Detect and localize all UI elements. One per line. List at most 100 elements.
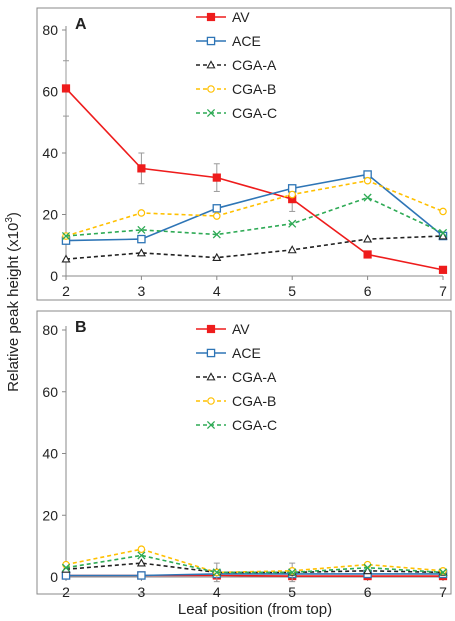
legend-label: AV xyxy=(232,9,250,25)
data-point xyxy=(137,225,146,234)
x-tick-label: 3 xyxy=(138,283,146,299)
y-tick-label: 60 xyxy=(42,384,58,400)
x-tick-label: 2 xyxy=(62,283,70,299)
series-cga-a xyxy=(61,231,448,263)
legend-marker xyxy=(207,85,215,93)
data-point xyxy=(363,176,372,185)
x-tick-label: 4 xyxy=(213,283,221,299)
series-av xyxy=(61,60,448,274)
legend-marker xyxy=(206,36,216,46)
x-tick-label: 5 xyxy=(288,584,296,600)
chart-panel: 0 20 40 60 80 2 3 4 5 6 7 B AV ACE CGA-A CGA-B CGA-C xyxy=(36,310,452,600)
data-point xyxy=(136,248,146,257)
x-tick-label: 3 xyxy=(138,584,146,600)
data-point xyxy=(363,563,372,572)
data-point xyxy=(137,209,146,217)
data-point xyxy=(212,568,221,577)
legend-marker xyxy=(206,372,216,381)
legend-marker xyxy=(207,397,215,405)
panel-frame xyxy=(36,7,452,301)
data-point xyxy=(61,231,71,241)
legend-label: AV xyxy=(232,321,250,337)
y-tick-label: 0 xyxy=(50,268,58,284)
legend-marker xyxy=(206,60,216,69)
legend-label: CGA-B xyxy=(232,81,276,97)
data-point xyxy=(438,568,448,577)
legend-marker xyxy=(206,12,216,22)
legend-marker xyxy=(206,348,216,358)
data-point xyxy=(213,212,221,220)
y-axis-title: Relative peak height (x103) xyxy=(4,212,22,392)
panel-frame xyxy=(36,310,452,595)
legend-marker xyxy=(206,108,216,118)
data-point xyxy=(61,571,71,580)
legend-label: ACE xyxy=(232,33,261,49)
data-point xyxy=(288,190,297,199)
data-point xyxy=(212,230,221,239)
series-line xyxy=(65,179,444,237)
y-tick-label: 40 xyxy=(42,145,58,161)
y-tick-label: 20 xyxy=(42,207,58,223)
series-line xyxy=(65,173,444,242)
data-point xyxy=(137,551,146,560)
data-point xyxy=(137,164,146,173)
y-axis-title-close: ) xyxy=(5,212,22,217)
x-tick-label: 7 xyxy=(439,283,447,299)
data-point xyxy=(288,219,297,228)
data-point xyxy=(212,204,222,213)
data-point xyxy=(137,571,146,580)
series-line xyxy=(65,554,444,574)
legend-label: CGA-B xyxy=(232,393,276,409)
y-axis-title-text: Relative peak height (x10 xyxy=(5,223,22,392)
data-point xyxy=(438,265,448,274)
series-cga-c xyxy=(61,551,448,577)
data-point xyxy=(137,234,146,244)
x-tick-label: 5 xyxy=(288,283,296,299)
y-axis-title-superscript: 3 xyxy=(4,217,15,223)
series-line xyxy=(66,573,443,577)
legend-label: CGA-A xyxy=(232,369,277,385)
legend: AV ACE CGA-A CGA-B CGA-C xyxy=(196,321,277,433)
data-point xyxy=(61,254,71,263)
x-tick-label: 7 xyxy=(439,584,447,600)
y-tick-label: 40 xyxy=(42,446,58,462)
legend-label: CGA-C xyxy=(232,105,277,121)
y-tick-label: 60 xyxy=(42,84,58,100)
x-tick-label: 4 xyxy=(213,584,221,600)
series-line xyxy=(65,235,444,260)
legend-marker xyxy=(206,324,216,334)
data-point xyxy=(212,173,221,182)
series-line xyxy=(65,87,444,271)
legend-label: CGA-A xyxy=(232,57,277,73)
data-point xyxy=(363,250,372,259)
data-point xyxy=(136,558,146,567)
x-tick-label: 6 xyxy=(364,283,372,299)
series-line xyxy=(65,548,444,574)
data-point xyxy=(61,563,71,572)
legend-marker xyxy=(206,420,216,430)
y-tick-label: 80 xyxy=(42,322,58,338)
data-point xyxy=(363,234,373,243)
y-tick-label: 0 xyxy=(50,569,58,585)
data-point xyxy=(363,566,373,575)
x-axis-title: Leaf position (from top) xyxy=(178,601,332,618)
data-point xyxy=(61,84,71,93)
y-tick-label: 20 xyxy=(42,507,58,523)
legend-label: ACE xyxy=(232,345,261,361)
data-point xyxy=(212,252,222,261)
data-point xyxy=(137,545,146,554)
panel-label: B xyxy=(75,319,87,336)
y-tick-label: 80 xyxy=(42,22,58,38)
series-cga-c xyxy=(61,193,448,241)
legend: AV ACE CGA-A CGA-B CGA-C xyxy=(196,9,277,121)
data-point xyxy=(288,568,297,577)
x-tick-label: 6 xyxy=(364,584,372,600)
data-point xyxy=(439,207,447,216)
data-point xyxy=(438,228,448,238)
data-point xyxy=(287,245,297,254)
legend-label: CGA-C xyxy=(232,417,277,433)
data-point xyxy=(363,193,372,202)
series-line xyxy=(65,196,444,237)
chart-panel: 0 20 40 60 80 2 3 4 5 6 7 A AV ACE CGA-A CGA-B CGA-C xyxy=(36,7,452,301)
